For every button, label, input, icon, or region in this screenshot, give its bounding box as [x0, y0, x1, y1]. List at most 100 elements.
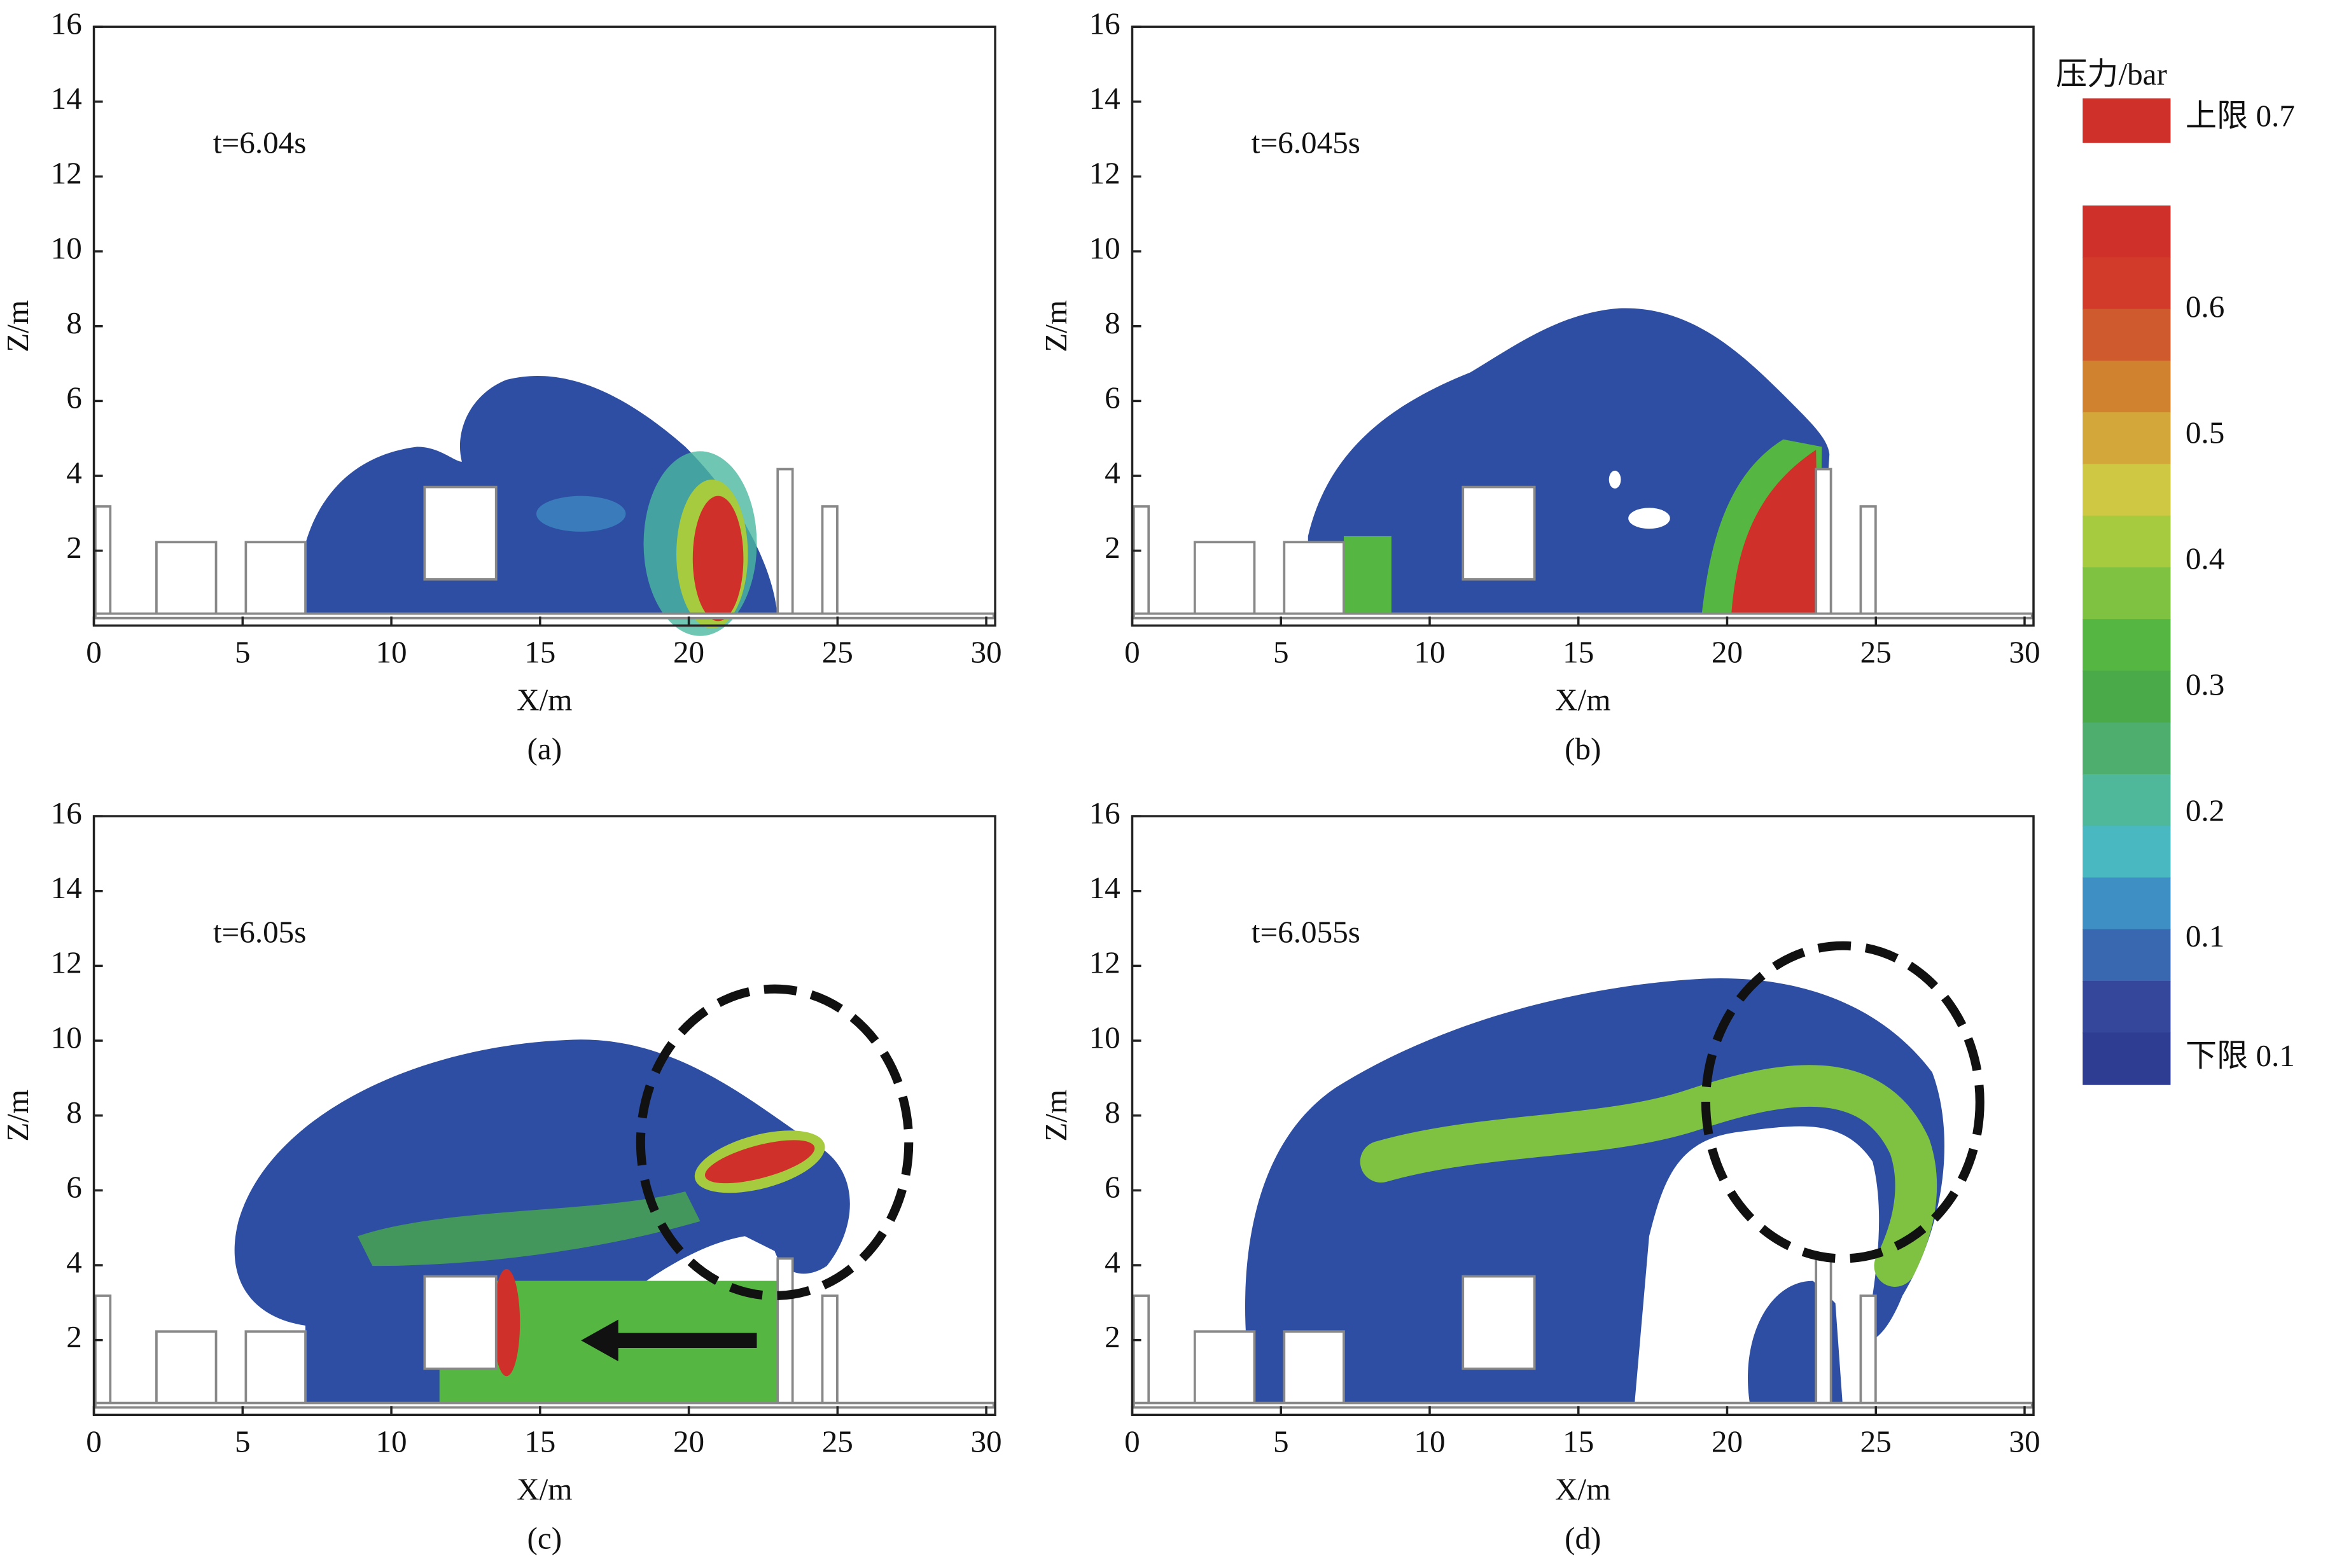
colorbar-band: [2082, 515, 2171, 569]
caption: (c): [527, 1521, 562, 1556]
x-axis-label: X/m: [1555, 682, 1610, 717]
x-tick-label: 10: [1414, 634, 1445, 669]
colorbar-tick-label: 0.2: [2186, 793, 2224, 828]
y-tick-label: 2: [66, 530, 82, 565]
colorbar-band: [2082, 412, 2171, 465]
panel-c: 0 5 10 15 20 25 30 2 4 6 8 10 12 14 16 X/m Z/m t=6.05s (c): [0, 795, 1002, 1555]
y-tick-label: 4: [1105, 1244, 1120, 1279]
colorbar-band: [2082, 929, 2171, 982]
annotation: t=6.045s: [1252, 125, 1360, 160]
y-tick-label: 6: [1105, 380, 1120, 415]
panel-a: 0 5 10 15 20 25 30 2 4 6 8 10 12 14 16 X/m Z/m t=6.04s (a): [0, 6, 1002, 766]
fluid-hole: [1608, 470, 1621, 489]
upper-swatch: [2082, 98, 2171, 143]
fluid-patch: [1360, 1065, 1937, 1287]
colorbar-tick-label: 0.5: [2186, 415, 2224, 450]
x-tick-label: 25: [822, 1424, 853, 1459]
fluid-patch: [1343, 536, 1392, 618]
lower-label: 下限 0.1: [2186, 1038, 2295, 1073]
x-tick-label: 25: [822, 634, 853, 669]
y-tick-label: 8: [1105, 305, 1120, 340]
y-tick-label: 10: [51, 1020, 82, 1055]
y-tick-label: 16: [1089, 6, 1120, 41]
panel-b: 0 5 10 15 20 25 30 2 4 6 8 10 12 14 16 X/m Z/m t=6.045s (b…: [1038, 6, 2040, 766]
colorbar-tick-label: 0.3: [2186, 667, 2224, 702]
y-tick-label: 16: [51, 795, 82, 830]
colorbar-band: [2082, 309, 2171, 362]
dashed-circle: [1701, 941, 1985, 1263]
fluid-patch: [692, 496, 744, 621]
y-axis-label: Z/m: [0, 300, 35, 352]
y-tick-label: 14: [1089, 870, 1120, 905]
x-tick-label: 30: [970, 1424, 1001, 1459]
dashed-circle: [636, 984, 914, 1301]
arrow-head: [581, 1319, 618, 1362]
x-tick-label: 15: [524, 1424, 555, 1459]
y-tick-label: 14: [51, 81, 82, 116]
x-tick-label: 5: [1273, 1424, 1289, 1459]
x-tick-label: 10: [1414, 1424, 1445, 1459]
x-tick-label: 5: [235, 634, 251, 669]
colorbar-band: [2082, 257, 2171, 310]
y-tick-label: 8: [1105, 1095, 1120, 1130]
fluid-patch: [357, 1191, 701, 1266]
x-tick-label: 15: [1563, 634, 1594, 669]
x-tick-label: 15: [524, 634, 555, 669]
colorbar-band: [2082, 567, 2171, 620]
y-tick-label: 10: [51, 230, 82, 265]
y-tick-label: 12: [51, 945, 82, 980]
x-axis-label: X/m: [517, 682, 572, 717]
colorbar-title: 压力/bar: [2056, 57, 2167, 92]
x-tick-label: 30: [970, 634, 1001, 669]
x-tick-label: 10: [375, 1424, 407, 1459]
x-tick-label: 20: [1712, 1424, 1743, 1459]
y-tick-label: 4: [1105, 455, 1120, 490]
y-tick-label: 6: [66, 1170, 82, 1205]
y-tick-label: 10: [1089, 230, 1120, 265]
colorbar-band: [2082, 670, 2171, 723]
caption: (a): [527, 732, 562, 767]
upper-label: 上限 0.7: [2186, 99, 2295, 134]
x-tick-label: 30: [2009, 1424, 2040, 1459]
fluid-hole: [1628, 508, 1670, 529]
y-tick-label: 14: [1089, 81, 1120, 116]
x-tick-label: 25: [1860, 1424, 1892, 1459]
x-axis-label: X/m: [1555, 1471, 1610, 1506]
colorbar: 压力/bar 上限 0.7 下限 0.1 0.6 0.5 0.4 0.3 0.2 0.1: [2056, 57, 2295, 1085]
colorbar-band: [2082, 981, 2171, 1034]
y-tick-label: 4: [66, 1244, 82, 1279]
y-tick-label: 12: [51, 156, 82, 191]
colorbar-tick-label: 0.1: [2186, 919, 2224, 954]
x-tick-label: 5: [1273, 634, 1289, 669]
colorbar-band: [2082, 464, 2171, 517]
x-tick-label: 25: [1860, 634, 1892, 669]
x-tick-label: 30: [2009, 634, 2040, 669]
x-axis-label: X/m: [517, 1471, 572, 1506]
colorbar-band: [2082, 205, 2171, 258]
colorbar-band: [2082, 619, 2171, 672]
y-tick-label: 16: [51, 6, 82, 41]
y-axis-label: Z/m: [1038, 1090, 1073, 1142]
x-tick-label: 0: [86, 634, 102, 669]
y-tick-label: 10: [1089, 1020, 1120, 1055]
panel-d: 0 5 10 15 20 25 30 2 4 6 8 10 12 14 16 X/m Z/m t=6.055s (d…: [1038, 795, 2040, 1555]
x-tick-label: 20: [1712, 634, 1743, 669]
x-tick-label: 20: [673, 634, 704, 669]
colorbar-band: [2082, 877, 2171, 930]
y-tick-label: 4: [66, 455, 82, 490]
y-tick-label: 6: [66, 380, 82, 415]
y-tick-label: 12: [1089, 945, 1120, 980]
x-tick-label: 10: [375, 634, 407, 669]
fluid-patch: [493, 1268, 520, 1377]
caption: (d): [1565, 1521, 1601, 1556]
x-tick-label: 0: [1124, 1424, 1140, 1459]
y-tick-label: 6: [1105, 1170, 1120, 1205]
colorbar-band: [2082, 1032, 2171, 1085]
colorbar-band: [2082, 826, 2171, 878]
y-axis-label: Z/m: [0, 1090, 35, 1142]
y-tick-label: 16: [1089, 795, 1120, 830]
fluid: [1308, 308, 1830, 618]
y-tick-label: 12: [1089, 156, 1120, 191]
